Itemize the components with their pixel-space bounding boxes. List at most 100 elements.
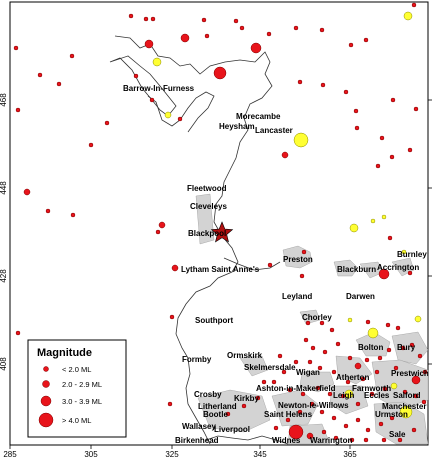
legend: Magnitude < 2.0 ML 2.0 - 2.9 ML 3.0 - 3.… [27, 339, 127, 438]
place-label: Burnley [397, 250, 427, 259]
event-marker-highlight [370, 218, 376, 224]
event-marker [69, 53, 75, 59]
place-label: Crosby [194, 390, 222, 399]
place-label: Liverpool [214, 425, 250, 434]
event-marker [306, 432, 314, 440]
event-marker [340, 393, 346, 399]
event-marker [233, 18, 239, 24]
event-marker-highlight [381, 214, 387, 220]
event-marker-highlight [403, 11, 413, 21]
event-marker [297, 79, 303, 85]
event-marker-highlight [399, 405, 413, 419]
event-marker [88, 142, 94, 148]
event-marker [285, 417, 291, 423]
event-marker [204, 33, 210, 39]
event-marker [402, 389, 408, 395]
event-marker [331, 369, 337, 375]
event-marker [390, 97, 396, 103]
event-marker [213, 66, 227, 80]
y-tick-label: 448 [0, 181, 8, 195]
event-marker-highlight [164, 111, 172, 119]
place-label: Warrington [310, 436, 352, 445]
y-tick-label: 408 [0, 357, 8, 371]
event-marker [310, 345, 316, 351]
event-marker [413, 106, 419, 112]
event-marker-highlight [349, 223, 359, 233]
place-label: Wallasey [182, 422, 216, 431]
place-label: Newton-le-Willows [278, 401, 349, 410]
event-marker [15, 107, 21, 113]
legend-label: 2.0 - 2.9 ML [62, 380, 102, 389]
event-marker [389, 415, 395, 421]
event-marker [378, 421, 384, 427]
event-marker [363, 437, 369, 443]
place-label: Prestwich [391, 369, 429, 378]
event-marker [287, 387, 293, 393]
event-marker [303, 337, 309, 343]
star-icon [210, 221, 234, 243]
event-marker [271, 379, 277, 385]
event-marker [293, 359, 299, 365]
legend-symbol [38, 412, 54, 428]
event-marker [143, 16, 149, 22]
event-marker [261, 379, 267, 385]
place-labels: Barrow-In-Furness Morecambe Heysham Lanc… [123, 84, 429, 445]
place-label: Morecambe [236, 112, 281, 121]
event-marker [133, 73, 139, 79]
place-label: Bolton [358, 343, 383, 352]
place-label: Chorley [302, 313, 332, 322]
event-marker [293, 25, 299, 31]
legend-label: < 2.0 ML [62, 365, 91, 374]
legend-title: Magnitude [37, 347, 92, 359]
event-marker [299, 273, 305, 279]
event-marker [413, 393, 419, 399]
event-marker [169, 314, 175, 320]
event-marker [385, 322, 391, 328]
place-label: Southport [195, 316, 234, 325]
event-marker [149, 97, 155, 103]
place-label: Lancaster [255, 126, 293, 135]
event-marker [421, 399, 427, 405]
event-marker [411, 375, 421, 385]
event-marker [395, 325, 401, 331]
x-tick-label: 305 [84, 450, 98, 458]
place-label: Blackburn [337, 265, 376, 274]
place-label: Accrington [377, 263, 419, 272]
event-marker [317, 365, 323, 371]
event-marker [393, 365, 399, 371]
x-tick-label: 325 [165, 450, 179, 458]
event-marker-highlight [401, 249, 407, 255]
event-marker [158, 221, 166, 229]
event-marker [389, 154, 395, 160]
event-marker-highlight [390, 382, 398, 390]
place-label: Cleveleys [190, 202, 227, 211]
place-label: Farnworth [352, 384, 391, 393]
event-marker [180, 33, 190, 43]
event-marker [387, 235, 393, 241]
place-label: Lytham Saint Anne's [181, 265, 260, 274]
event-marker [13, 45, 19, 51]
event-marker [377, 355, 383, 361]
event-marker-highlight [293, 132, 309, 148]
event-marker [411, 2, 417, 8]
event-marker [319, 27, 325, 33]
legend-symbol [40, 395, 52, 407]
place-label: Preston [283, 255, 313, 264]
event-marker [374, 369, 380, 375]
event-marker [375, 163, 381, 169]
event-marker [360, 376, 366, 382]
event-marker [379, 135, 385, 141]
event-marker [365, 319, 371, 325]
event-marker [177, 116, 183, 122]
event-marker [56, 81, 62, 87]
event-marker [267, 262, 273, 268]
coastline [109, 35, 289, 445]
event-marker [37, 72, 43, 78]
legend-symbol [43, 366, 49, 372]
event-marker [307, 359, 313, 365]
event-marker [364, 357, 370, 363]
event-marker [250, 42, 262, 54]
event-marker [309, 401, 315, 407]
legend-symbol [42, 380, 50, 388]
